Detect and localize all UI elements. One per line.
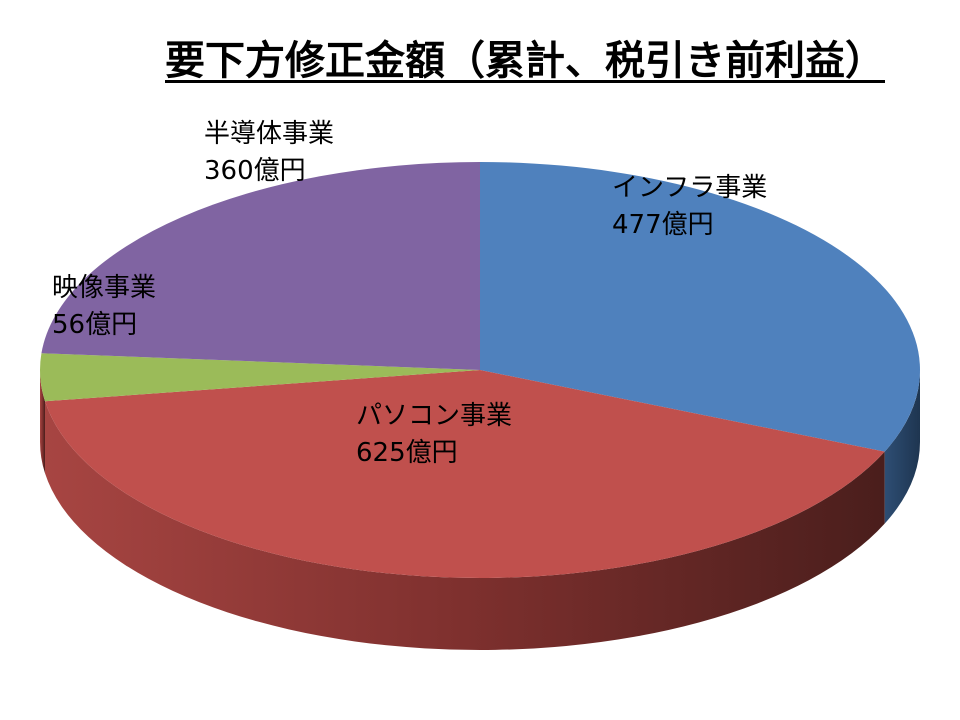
pie-slices	[40, 162, 920, 578]
slice-label-2: パソコン事業	[356, 401, 512, 431]
pie-slice-2	[45, 370, 885, 578]
pie-side-walls	[40, 370, 920, 650]
pie-side-2	[45, 401, 885, 650]
slice-value-label-2: 625億円	[356, 438, 458, 468]
pie-slice-4	[41, 162, 480, 370]
pie-slice-3	[40, 353, 481, 402]
pie-slice-1	[480, 162, 920, 452]
slice-value-label-4: 360億円	[204, 156, 306, 186]
pie-side-3	[40, 370, 46, 474]
slice-label-3: 映像事業	[52, 273, 156, 303]
slice-label-1: インフラ事業	[612, 173, 767, 203]
pie-side-1	[884, 370, 920, 524]
chart-title: 要下方修正金額（累計、税引き前利益）	[165, 38, 885, 84]
slice-value-label-3: 56億円	[52, 310, 137, 340]
slice-label-4: 半導体事業	[204, 119, 334, 149]
slice-value-label-1: 477億円	[612, 210, 714, 240]
